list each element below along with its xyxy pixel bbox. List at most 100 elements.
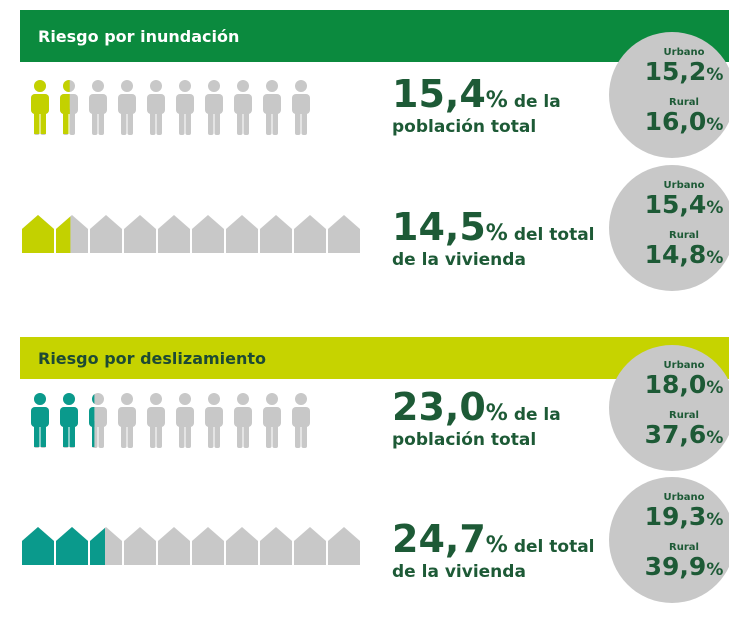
icon bbox=[226, 527, 258, 565]
icon bbox=[124, 527, 156, 565]
icon bbox=[56, 215, 88, 253]
icon-fill bbox=[89, 394, 95, 447]
icon bbox=[118, 393, 136, 448]
section-title: Riesgo por deslizamiento bbox=[38, 349, 266, 368]
icon bbox=[89, 80, 107, 135]
unit: % bbox=[706, 198, 723, 218]
unit: % bbox=[706, 115, 723, 135]
icon bbox=[234, 80, 252, 135]
section-bar bbox=[20, 337, 729, 379]
icon bbox=[294, 215, 326, 253]
headline: 24,7% del total bbox=[392, 517, 595, 561]
icon bbox=[192, 215, 224, 253]
icon bbox=[89, 393, 107, 448]
icon bbox=[22, 215, 54, 253]
urban-label: Urbano bbox=[664, 492, 705, 503]
icon bbox=[158, 527, 190, 565]
urban-value: 15,4% bbox=[645, 190, 724, 219]
icon bbox=[205, 80, 223, 135]
icon bbox=[292, 393, 310, 448]
headline: 14,5% del total bbox=[392, 205, 595, 249]
icon-fill bbox=[31, 80, 49, 134]
icon-fill bbox=[22, 215, 54, 253]
pictogram bbox=[22, 527, 360, 565]
icon-fill bbox=[60, 80, 70, 134]
value: 16,0 bbox=[645, 107, 707, 136]
unit: % bbox=[706, 510, 723, 530]
headline: 23,0% de la bbox=[392, 385, 561, 429]
pictogram bbox=[31, 80, 310, 135]
rural-value: 39,9% bbox=[645, 552, 724, 581]
caption: población total bbox=[392, 117, 536, 137]
value-label: 15,4 bbox=[392, 72, 486, 116]
rural-value: 14,8% bbox=[645, 240, 724, 269]
icon bbox=[226, 215, 258, 253]
breakdown-circle bbox=[609, 477, 729, 603]
value: 15,2 bbox=[645, 57, 707, 86]
breakdown-circle bbox=[609, 165, 729, 291]
icon bbox=[263, 80, 281, 135]
rural-value: 37,6% bbox=[645, 420, 724, 449]
caption: de la vivienda bbox=[392, 562, 526, 582]
caption: población total bbox=[392, 430, 536, 450]
icon bbox=[294, 527, 326, 565]
value: 37,6 bbox=[645, 420, 707, 449]
value: 14,8 bbox=[645, 240, 707, 269]
icon-fill bbox=[60, 393, 78, 447]
caption: del total bbox=[514, 225, 595, 245]
icon bbox=[205, 393, 223, 448]
unit: % bbox=[486, 401, 508, 426]
caption: de la bbox=[514, 405, 561, 425]
breakdown-circle bbox=[609, 345, 729, 471]
value: 15,4 bbox=[645, 190, 707, 219]
icon-fill bbox=[56, 527, 88, 565]
icon bbox=[176, 80, 194, 135]
urban-value: 19,3% bbox=[645, 502, 724, 531]
unit: % bbox=[706, 65, 723, 85]
unit: % bbox=[706, 560, 723, 580]
value: 18,0 bbox=[645, 370, 707, 399]
icon-fill bbox=[22, 527, 54, 565]
unit: % bbox=[486, 88, 508, 113]
caption: del total bbox=[514, 537, 595, 557]
icon bbox=[328, 215, 360, 253]
pictogram bbox=[22, 215, 360, 253]
rural-label: Rural bbox=[669, 542, 699, 553]
unit: % bbox=[486, 221, 508, 246]
urban-label: Urbano bbox=[664, 180, 705, 191]
section-title: Riesgo por inundación bbox=[38, 27, 239, 46]
icon bbox=[31, 80, 49, 135]
icon bbox=[328, 527, 360, 565]
unit: % bbox=[706, 378, 723, 398]
icon bbox=[260, 527, 292, 565]
icon bbox=[118, 80, 136, 135]
icon bbox=[60, 80, 78, 135]
icon bbox=[292, 80, 310, 135]
icon bbox=[234, 393, 252, 448]
icon bbox=[90, 527, 122, 565]
icon bbox=[31, 393, 49, 448]
icon bbox=[176, 393, 194, 448]
pictogram bbox=[31, 393, 310, 448]
icon bbox=[147, 393, 165, 448]
value: 19,3 bbox=[645, 502, 707, 531]
rural-label: Rural bbox=[669, 410, 699, 421]
icon bbox=[263, 393, 281, 448]
urban-label: Urbano bbox=[664, 47, 705, 58]
value-label: 23,0 bbox=[392, 385, 486, 429]
icon-fill bbox=[56, 216, 71, 253]
value-label: 24,7 bbox=[392, 517, 486, 561]
rural-label: Rural bbox=[669, 230, 699, 241]
icon bbox=[260, 215, 292, 253]
unit: % bbox=[706, 248, 723, 268]
rural-label: Rural bbox=[669, 97, 699, 108]
unit: % bbox=[486, 533, 508, 558]
value-label: 14,5 bbox=[392, 205, 486, 249]
caption: de la vivienda bbox=[392, 250, 526, 270]
urban-value: 15,2% bbox=[645, 57, 724, 86]
unit: % bbox=[706, 428, 723, 448]
breakdown-circle bbox=[609, 32, 729, 158]
icon bbox=[192, 527, 224, 565]
caption: de la bbox=[514, 92, 561, 112]
